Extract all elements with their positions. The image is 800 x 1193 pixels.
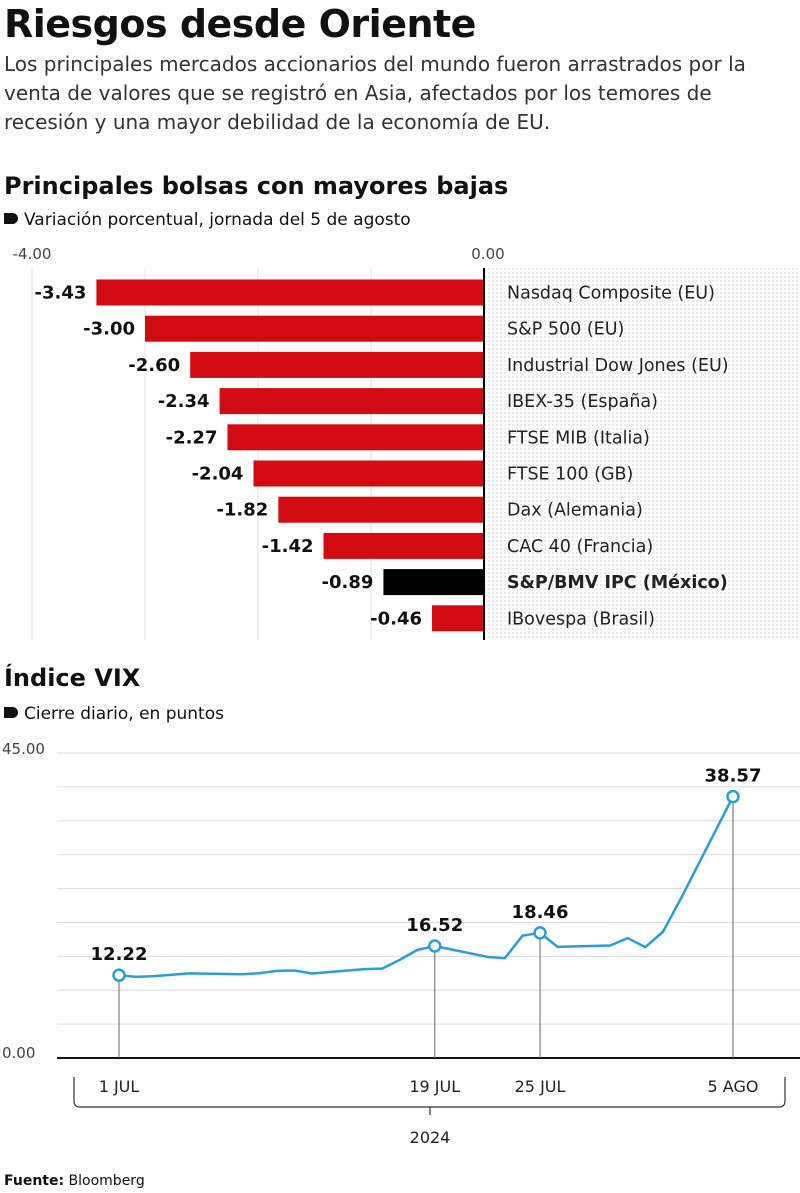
bar-value-label: -2.60	[128, 355, 180, 376]
bars-section-title: Principales bolsas con mayores bajas	[4, 172, 509, 200]
bars-subtitle-text: Variación porcentual, jornada del 5 de a…	[24, 210, 411, 230]
dotted-label-panel	[484, 268, 800, 640]
data-point	[112, 968, 126, 982]
bar-value-label: -3.43	[35, 283, 87, 304]
tag-marker-icon	[4, 706, 18, 718]
bar-category-label: Dax (Alemania)	[507, 501, 643, 521]
bar	[145, 315, 484, 342]
bar-value-label: -0.46	[370, 608, 422, 629]
bar	[323, 532, 484, 559]
vix-section-subtitle: Cierre diario, en puntos	[4, 704, 224, 724]
bar-chart: -4.00 0.00 -3.43 Nasdaq Composite (EU) -3.0…	[13, 245, 800, 640]
bar	[253, 460, 484, 487]
year-label: 2024	[410, 1128, 451, 1147]
bar-category-label: S&P 500 (EU)	[507, 320, 624, 340]
vix-series-line	[118, 796, 735, 979]
x-tick-label: 0.00	[471, 245, 504, 263]
bar	[190, 351, 484, 378]
bar-category-label: CAC 40 (Francia)	[507, 537, 653, 557]
data-point	[726, 789, 740, 804]
x-tick-label: -4.00	[13, 245, 52, 263]
footer-source: Bloomberg	[68, 1173, 145, 1189]
line-chart: 45.00 0.00 12.22 16.52 18.46 38.57 1 JUL 19 JU…	[2, 740, 800, 1147]
bar	[96, 279, 484, 306]
tag-marker-icon	[4, 212, 18, 224]
x-tick-label: 5 AGO	[708, 1077, 759, 1096]
data-label: 18.46	[512, 902, 569, 923]
bar	[383, 569, 484, 596]
bar-category-label: Nasdaq Composite (EU)	[507, 284, 715, 304]
page-title: Riesgos desde Oriente	[4, 2, 476, 46]
data-point	[428, 939, 442, 953]
bar	[219, 388, 484, 415]
data-label: 16.52	[406, 915, 463, 936]
bar-value-label: -1.82	[216, 500, 268, 521]
bar-value-label: -2.04	[192, 464, 244, 485]
bars-section-subtitle: Variación porcentual, jornada del 5 de a…	[4, 210, 411, 230]
bar-category-label: Industrial Dow Jones (EU)	[507, 356, 729, 376]
bar	[278, 496, 484, 523]
bar-value-label: -1.42	[262, 536, 314, 557]
x-tick-label: 19 JUL	[409, 1077, 460, 1096]
data-label: 12.22	[91, 944, 148, 965]
data-label: 38.57	[705, 766, 762, 787]
x-tick-label: 25 JUL	[515, 1077, 566, 1096]
bar-value-label: -3.00	[83, 319, 135, 340]
footer: Fuente: Bloomberg	[4, 1173, 145, 1189]
data-point	[533, 926, 547, 940]
bar-category-label: S&P/BMV IPC (México)	[507, 573, 728, 593]
y-tick-label: 45.00	[2, 740, 45, 758]
bar-value-label: -2.27	[166, 427, 218, 448]
bar-category-label: FTSE 100 (GB)	[507, 465, 633, 485]
bar-value-label: -0.89	[322, 572, 374, 593]
bar-category-label: IBovespa (Brasil)	[507, 609, 655, 629]
bar-category-label: IBEX-35 (España)	[507, 392, 658, 412]
y-tick-label: 0.00	[2, 1044, 35, 1062]
x-tick-label: 1 JUL	[99, 1077, 140, 1096]
bar-value-label: -2.34	[158, 391, 210, 412]
bar	[432, 605, 484, 632]
bar	[227, 424, 485, 451]
vix-subtitle-text: Cierre diario, en puntos	[24, 704, 224, 724]
page-subtitle: Los principales mercados accionarios del…	[4, 52, 746, 134]
bar-category-label: FTSE MIB (Italia)	[507, 428, 650, 448]
vix-section-title: Índice VIX	[4, 664, 141, 692]
footer-label: Fuente:	[4, 1173, 65, 1189]
